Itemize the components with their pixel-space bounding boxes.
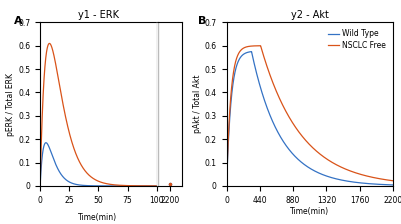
Y-axis label: pAkt / Total Akt: pAkt / Total Akt (193, 75, 202, 134)
Text: A: A (14, 16, 23, 26)
Text: Time(min): Time(min) (77, 213, 117, 222)
Wild Type (391, 184, 395, 186)
X-axis label: Time(min): Time(min) (290, 207, 329, 216)
Title: y1 - ERK: y1 - ERK (78, 10, 119, 20)
NSCLC Free (243, 46, 248, 49)
Legend: Wild Type, NSCLC Free: Wild Type, NSCLC Free (325, 26, 389, 53)
Wild Type (249, 50, 254, 53)
Title: y2 - Akt: y2 - Akt (291, 10, 329, 20)
Wild Type (243, 52, 248, 54)
Wild Type (224, 185, 229, 187)
Wild Type (295, 157, 300, 160)
Wild Type (369, 183, 374, 185)
NSCLC Free (224, 185, 229, 187)
NSCLC Free (295, 129, 300, 132)
NSCLC Free (253, 45, 258, 47)
Y-axis label: pERK / Total ERK: pERK / Total ERK (6, 73, 16, 136)
NSCLC Free (391, 179, 395, 182)
Wild Type (387, 183, 392, 186)
NSCLC Free (387, 179, 392, 182)
Text: B: B (198, 16, 207, 26)
Wild Type (253, 67, 258, 70)
NSCLC Free (369, 176, 374, 179)
Line: Wild Type: Wild Type (227, 52, 393, 186)
NSCLC Free (258, 44, 263, 47)
Line: NSCLC Free: NSCLC Free (227, 46, 393, 186)
NSCLC Free (288, 118, 293, 121)
Wild Type (288, 150, 293, 153)
